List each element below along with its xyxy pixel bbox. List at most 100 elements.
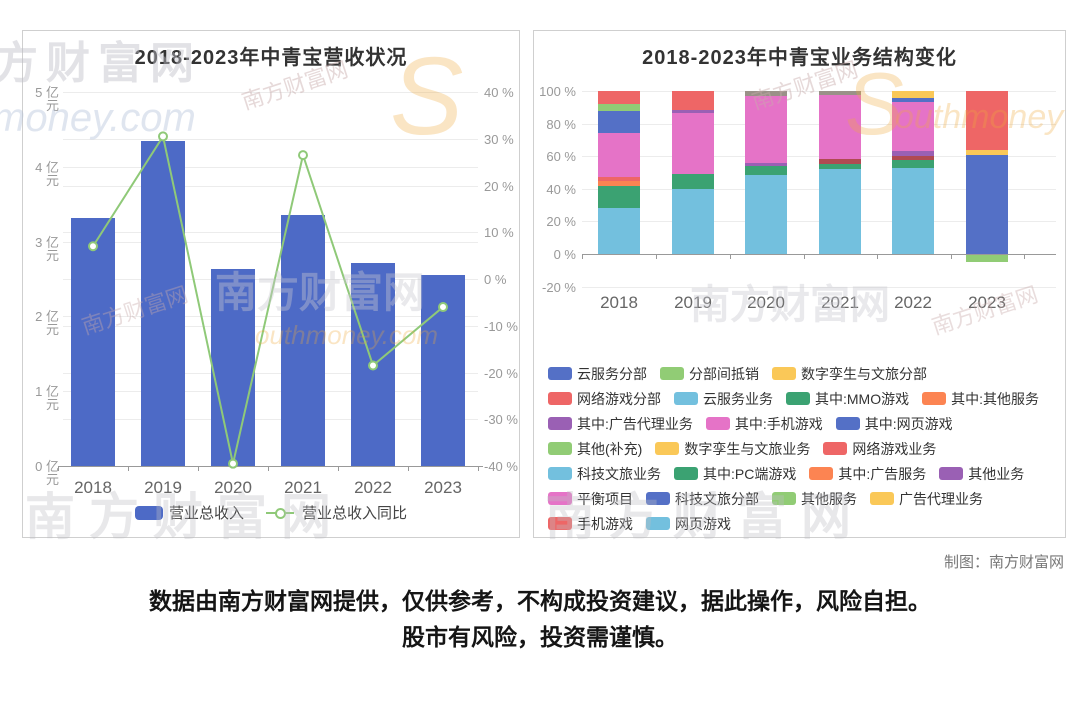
legend-label: 营业总收入 xyxy=(168,505,244,522)
legend-item-其他服务[interactable]: 其他服务 xyxy=(772,489,857,509)
legend-swatch-icon xyxy=(548,367,572,380)
disclaimer: 数据由南方财富网提供，仅供参考，不构成投资建议，据此操作，风险自担。 股市有风险… xyxy=(0,583,1080,655)
right-axis-tick-label: -20 % xyxy=(484,365,518,381)
segment-2023-网络游戏分部 xyxy=(966,91,1008,150)
legend-item-其中:网页游戏[interactable]: 其中:网页游戏 xyxy=(835,414,953,434)
legend-label: 其他(补充) xyxy=(577,440,643,457)
legend-item-数字孪生与文旅业务[interactable]: 数字孪生与文旅业务 xyxy=(655,439,810,459)
legend-item-其中:MMO游戏[interactable]: 其中:MMO游戏 xyxy=(786,389,909,409)
legend-item-其中:广告服务[interactable]: 其中:广告服务 xyxy=(809,464,926,484)
legend-row: 平衡项目 科技文旅分部 其他服务 广告代理业务 xyxy=(548,486,1060,511)
legend-label: 其中:PC端游戏 xyxy=(703,465,797,482)
legend-swatch-icon xyxy=(772,492,796,505)
left-chart-legend: 营业总收入 营业总收入同比 xyxy=(23,502,519,523)
x-axis-tick xyxy=(804,254,805,259)
legend-swatch-icon xyxy=(548,417,572,430)
legend-swatch-icon xyxy=(772,367,796,380)
yoy-data-point xyxy=(438,302,448,313)
legend-label: 数字孪生与文旅分部 xyxy=(801,365,927,382)
gridline xyxy=(63,316,478,318)
disclaimer-line-2: 股市有风险，投资需谨慎。 xyxy=(402,624,678,650)
legend-label: 其中:其他服务 xyxy=(951,390,1039,407)
business-structure-chart-card: 2018-2023年中青宝业务结构变化 云服务分部 分部间抵销 数字孪生与文旅分部网… xyxy=(533,30,1066,538)
legend-swatch-icon xyxy=(674,467,698,480)
legend-item-科技文旅分部[interactable]: 科技文旅分部 xyxy=(646,489,759,509)
segment-2019-其中:手机游戏 xyxy=(672,113,714,175)
x-axis-line xyxy=(58,466,483,467)
gridline xyxy=(63,241,478,243)
y-axis-tick-label: 20 % xyxy=(546,214,576,230)
legend-label: 云服务业务 xyxy=(703,390,773,407)
bar-2019 xyxy=(141,140,185,466)
legend-item-网络游戏分部[interactable]: 网络游戏分部 xyxy=(548,389,661,409)
legend-label: 数字孪生与文旅业务 xyxy=(684,440,811,457)
gridline xyxy=(63,166,478,168)
legend-row: 网络游戏分部 云服务业务 其中:MMO游戏 其中:其他服务 xyxy=(548,386,1060,411)
y-axis-tick-label: 40 % xyxy=(546,181,576,197)
segment-2021-其中:MMO游戏 xyxy=(819,163,861,170)
legend-label: 云服务分部 xyxy=(577,365,647,382)
x-axis-tick xyxy=(58,466,59,471)
legend-item-网络游戏业务[interactable]: 网络游戏业务 xyxy=(823,439,936,459)
segment-2018-其他(补充) xyxy=(598,104,640,112)
x-axis-label-2023: 2023 xyxy=(968,293,1006,312)
legend-item-其中:手机游戏[interactable]: 其中:手机游戏 xyxy=(705,414,823,434)
left-axis-tick-label: 4 亿元 xyxy=(35,159,59,188)
left-chart-title: 2018-2023年中青宝营收状况 xyxy=(134,47,408,69)
legend-swatch-icon xyxy=(705,417,730,430)
gridline xyxy=(63,232,478,234)
legend-item-网页游戏[interactable]: 网页游戏 xyxy=(646,514,731,534)
legend-item-其他(补充)[interactable]: 其他(补充) xyxy=(548,439,642,459)
x-axis-label-2022: 2022 xyxy=(894,293,932,312)
legend-item-total-revenue[interactable]: 营业总收入 xyxy=(134,502,244,523)
revenue-chart-card: 2018-2023年中青宝营收状况 营业总收入 营业总收入同比 5 亿元 4 亿元… xyxy=(22,30,520,538)
x-axis-tick xyxy=(877,254,878,259)
segment-2023-云服务分部 xyxy=(966,154,1008,254)
legend-item-广告代理业务[interactable]: 广告代理业务 xyxy=(870,489,983,509)
legend-item-科技文旅业务[interactable]: 科技文旅业务 xyxy=(548,464,661,484)
bar-2020 xyxy=(211,269,255,466)
segment-2023-数字孪生与文旅分部 xyxy=(966,149,1008,155)
segment-2021-网络游戏业务 xyxy=(819,159,861,164)
segment-2023-分部间抵销 xyxy=(966,254,1008,263)
segment-2021-云服务业务 xyxy=(819,169,861,254)
disclaimer-line-1: 数据由南方财富网提供，仅供参考，不构成投资建议，据此操作，风险自担。 xyxy=(149,588,931,614)
right-chart-legend: 云服务分部 分部间抵销 数字孪生与文旅分部 网络游戏分部 云服务业务 其中:MMO游戏 其中… xyxy=(548,361,1060,536)
bar-2018 xyxy=(71,218,115,466)
right-axis-tick-label: 10 % xyxy=(484,225,514,241)
legend-item-云服务业务[interactable]: 云服务业务 xyxy=(674,389,773,409)
legend-item-云服务分部[interactable]: 云服务分部 xyxy=(548,364,647,384)
x-axis-tick xyxy=(338,466,339,471)
legend-label: 营业总收入同比 xyxy=(302,505,408,522)
legend-item-其他业务[interactable]: 其他业务 xyxy=(939,464,1024,484)
legend-item-其中:广告代理业务[interactable]: 其中:广告代理业务 xyxy=(548,414,693,434)
legend-label: 科技文旅分部 xyxy=(675,490,759,507)
segment-2022-数字孪生与文旅业务 xyxy=(892,91,934,98)
left-axis-tick-label: 3 亿元 xyxy=(35,234,59,263)
legend-item-平衡项目[interactable]: 平衡项目 xyxy=(548,489,633,509)
segment-2020-其他业务 xyxy=(745,91,787,96)
x-axis-label-2018: 2018 xyxy=(74,478,112,497)
legend-label: 其中:手机游戏 xyxy=(734,415,823,432)
gridline xyxy=(63,391,478,393)
legend-item-其中:PC端游戏[interactable]: 其中:PC端游戏 xyxy=(674,464,796,484)
legend-item-分部间抵销[interactable]: 分部间抵销 xyxy=(660,364,759,384)
legend-swatch-icon xyxy=(548,442,572,455)
x-axis-label-2019: 2019 xyxy=(144,478,182,497)
legend-item-revenue-yoy[interactable]: 营业总收入同比 xyxy=(266,502,407,523)
legend-swatch-icon xyxy=(655,442,680,455)
legend-item-数字孪生与文旅分部[interactable]: 数字孪生与文旅分部 xyxy=(772,364,927,384)
segment-2020-其中:MMO游戏 xyxy=(745,165,787,175)
gridline xyxy=(63,325,478,327)
gridline xyxy=(63,419,478,421)
legend-item-其中:其他服务[interactable]: 其中:其他服务 xyxy=(922,389,1039,409)
segment-2019-网络游戏业务 xyxy=(672,91,714,110)
legend-swatch-icon xyxy=(548,392,572,405)
legend-swatch-icon xyxy=(548,517,572,530)
legend-item-手机游戏[interactable]: 手机游戏 xyxy=(548,514,633,534)
right-axis-tick-label: 20 % xyxy=(484,178,514,194)
segment-2018-其中:其他服务 xyxy=(598,181,640,186)
legend-swatch-icon xyxy=(870,492,894,505)
right-axis-tick-label: 30 % xyxy=(484,131,514,147)
legend-label: 其中:网页游戏 xyxy=(864,415,953,432)
